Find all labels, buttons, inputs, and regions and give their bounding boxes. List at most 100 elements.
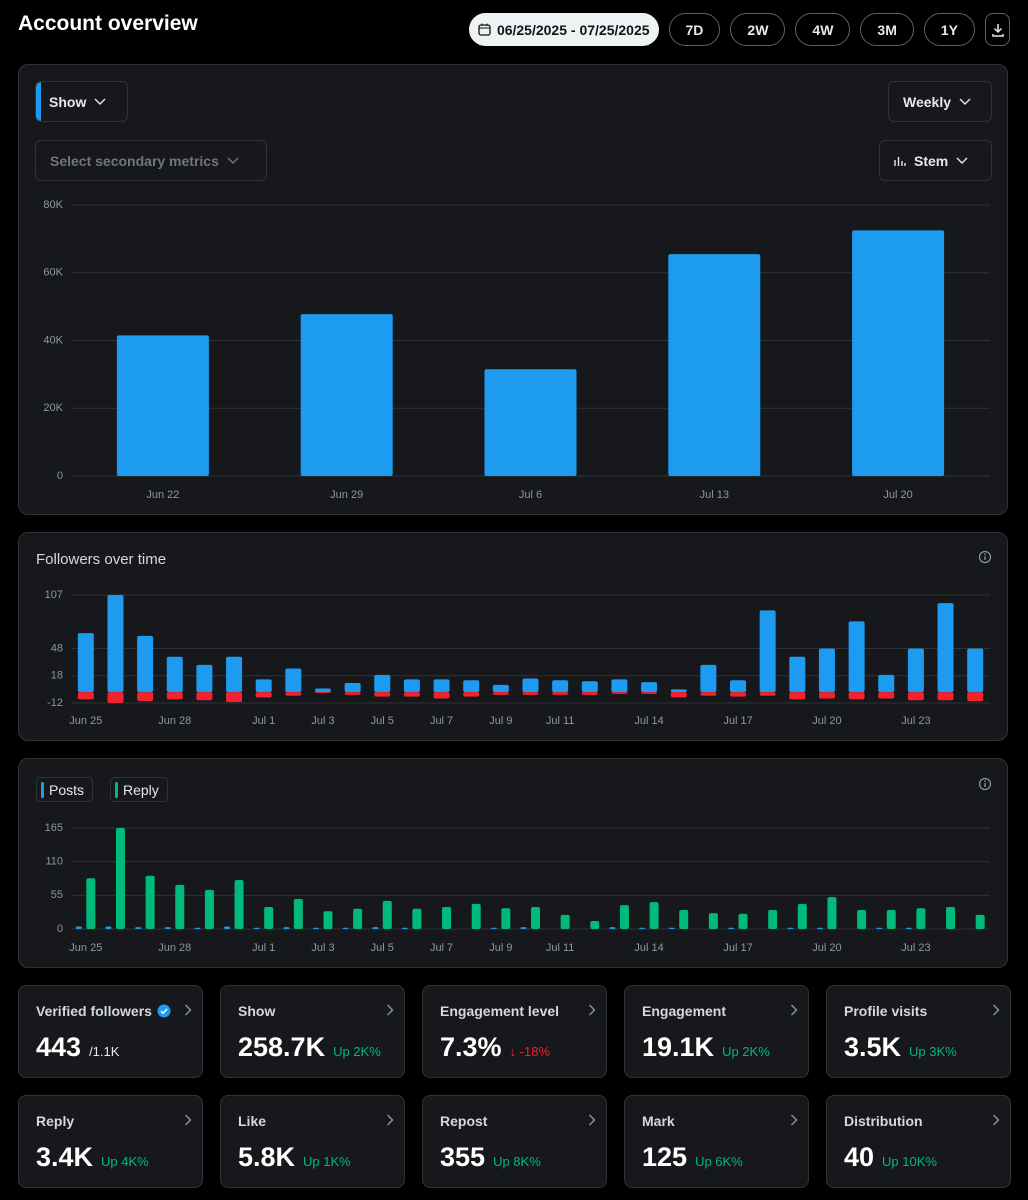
legend-label: Reply bbox=[123, 781, 159, 798]
bar bbox=[107, 595, 124, 693]
bar bbox=[283, 927, 290, 929]
stat-card[interactable]: Reply 3.4K Up 4K% bbox=[18, 1095, 203, 1188]
bar bbox=[639, 927, 646, 929]
bar bbox=[967, 692, 984, 702]
secondary-dropdown[interactable]: Select secondary metrics bbox=[35, 140, 267, 181]
interval-dropdown[interactable]: Weekly bbox=[888, 81, 992, 122]
card-label-text: Show bbox=[238, 1003, 276, 1019]
range-button[interactable]: 2W bbox=[730, 13, 786, 46]
x-tick-label: Jun 28 bbox=[158, 715, 191, 727]
range-button[interactable]: 3M bbox=[860, 13, 914, 46]
card-label: Verified followers bbox=[36, 1003, 171, 1019]
bar bbox=[116, 335, 209, 476]
bar bbox=[372, 927, 379, 929]
bar bbox=[226, 692, 243, 703]
card-label-text: Reply bbox=[36, 1113, 75, 1129]
chart-title: Followers over time bbox=[36, 551, 167, 568]
stat-card[interactable]: Verified followers 443/1.1K bbox=[18, 985, 203, 1078]
stat-card[interactable]: Profile visits 3.5K Up 3K% bbox=[826, 985, 1011, 1078]
x-tick-label: Jun 29 bbox=[330, 489, 363, 501]
bar bbox=[967, 648, 984, 693]
stat-card[interactable]: Mark 125 Up 6K% bbox=[624, 1095, 809, 1188]
legend-swatch bbox=[115, 781, 118, 798]
bar bbox=[937, 603, 954, 693]
range-button[interactable]: 7D bbox=[668, 13, 721, 46]
date-range-text: 06/25/2025 - 07/25/2025 bbox=[496, 21, 650, 38]
bar bbox=[522, 678, 539, 693]
chevron-right bbox=[589, 1004, 596, 1016]
stat-card[interactable]: Engagement 19.1K Up 2K% bbox=[624, 985, 809, 1078]
style-text: Stem bbox=[914, 152, 949, 169]
bar bbox=[700, 692, 717, 696]
x-tick-label: Jun 28 bbox=[158, 942, 191, 954]
bar bbox=[670, 689, 687, 693]
card-label: Reply bbox=[36, 1113, 74, 1129]
x-tick-label: Jul 5 bbox=[371, 715, 394, 727]
bar bbox=[759, 610, 776, 693]
bar bbox=[878, 674, 895, 693]
bar bbox=[403, 692, 420, 697]
info-icon[interactable] bbox=[978, 550, 992, 564]
legend-item[interactable]: Posts bbox=[36, 777, 94, 802]
range-bar: 06/25/2025 - 07/25/2025 7D 2W 4W 3M 1Y bbox=[468, 13, 1010, 46]
interval-text: Weekly bbox=[903, 93, 951, 110]
legend-swatch bbox=[41, 781, 44, 798]
metric-text: Show bbox=[49, 93, 87, 110]
style-dropdown[interactable]: Stem bbox=[879, 140, 992, 181]
x-tick-label: Jul 9 bbox=[489, 942, 512, 954]
download-button[interactable] bbox=[985, 13, 1010, 46]
bar bbox=[442, 906, 452, 929]
date-range[interactable]: 06/25/2025 - 07/25/2025 bbox=[468, 13, 659, 46]
card-value: 3.5K bbox=[844, 1032, 902, 1062]
stat-card[interactable]: Engagement level 7.3% ↓ -18% bbox=[422, 985, 607, 1078]
verified-badge bbox=[157, 1004, 171, 1018]
bar bbox=[609, 927, 616, 929]
x-tick-label: Jul 7 bbox=[430, 715, 453, 727]
x-tick-label: Jul 20 bbox=[883, 489, 912, 501]
bar bbox=[353, 908, 363, 929]
bar bbox=[641, 692, 658, 694]
card-row: 355 Up 8K% bbox=[440, 1142, 541, 1173]
stat-card[interactable]: Show 258.7K Up 2K% bbox=[220, 985, 405, 1078]
x-tick-label: Jun 25 bbox=[69, 715, 102, 727]
bar bbox=[403, 679, 420, 693]
x-tick-label: Jul 20 bbox=[812, 942, 841, 954]
card-label-text: Distribution bbox=[844, 1113, 923, 1129]
card-row: 443/1.1K bbox=[36, 1032, 119, 1063]
bar bbox=[226, 656, 243, 693]
bar bbox=[204, 889, 214, 929]
bar bbox=[552, 680, 569, 693]
chevron-right bbox=[791, 1114, 798, 1126]
bar bbox=[342, 927, 349, 929]
range-button[interactable]: 4W bbox=[795, 13, 851, 46]
stat-card[interactable]: Distribution 40 Up 10K% bbox=[826, 1095, 1011, 1188]
metric-dropdown[interactable]: Show bbox=[35, 81, 128, 122]
legend-item[interactable]: Reply bbox=[110, 777, 168, 802]
card-label: Mark bbox=[642, 1113, 675, 1129]
card-label-text: Engagement level bbox=[440, 1003, 560, 1019]
charts: 0 20K 40K 60K 80K Jun 22 Jun 29 Jul 6 Jul 13 Jul … bbox=[43, 199, 990, 954]
card-value: 355 bbox=[440, 1142, 486, 1172]
card-label: Like bbox=[238, 1113, 266, 1129]
x-tick-label: Jul 7 bbox=[430, 942, 453, 954]
x-tick-label: Jul 1 bbox=[252, 715, 275, 727]
bar bbox=[492, 684, 509, 693]
range-button[interactable]: 1Y bbox=[923, 13, 975, 46]
card-change: Up 6K% bbox=[695, 1154, 743, 1169]
card-value: 3.4K bbox=[36, 1142, 94, 1172]
bar bbox=[668, 254, 761, 476]
stat-card[interactable]: Repost 355 Up 8K% bbox=[422, 1095, 607, 1188]
bar bbox=[314, 688, 331, 693]
bar bbox=[501, 908, 511, 929]
bar bbox=[611, 692, 628, 694]
card-row: 40 Up 10K% bbox=[844, 1142, 937, 1173]
bar bbox=[300, 314, 393, 476]
x-tick-label: Jul 17 bbox=[723, 715, 752, 727]
info-icon[interactable] bbox=[978, 777, 992, 791]
stat-card[interactable]: Like 5.8K Up 1K% bbox=[220, 1095, 405, 1188]
posts-panel bbox=[18, 758, 1008, 968]
bar bbox=[857, 910, 867, 929]
bar bbox=[552, 692, 569, 695]
card-value: 125 bbox=[642, 1142, 688, 1172]
card-label: Engagement bbox=[642, 1003, 726, 1019]
